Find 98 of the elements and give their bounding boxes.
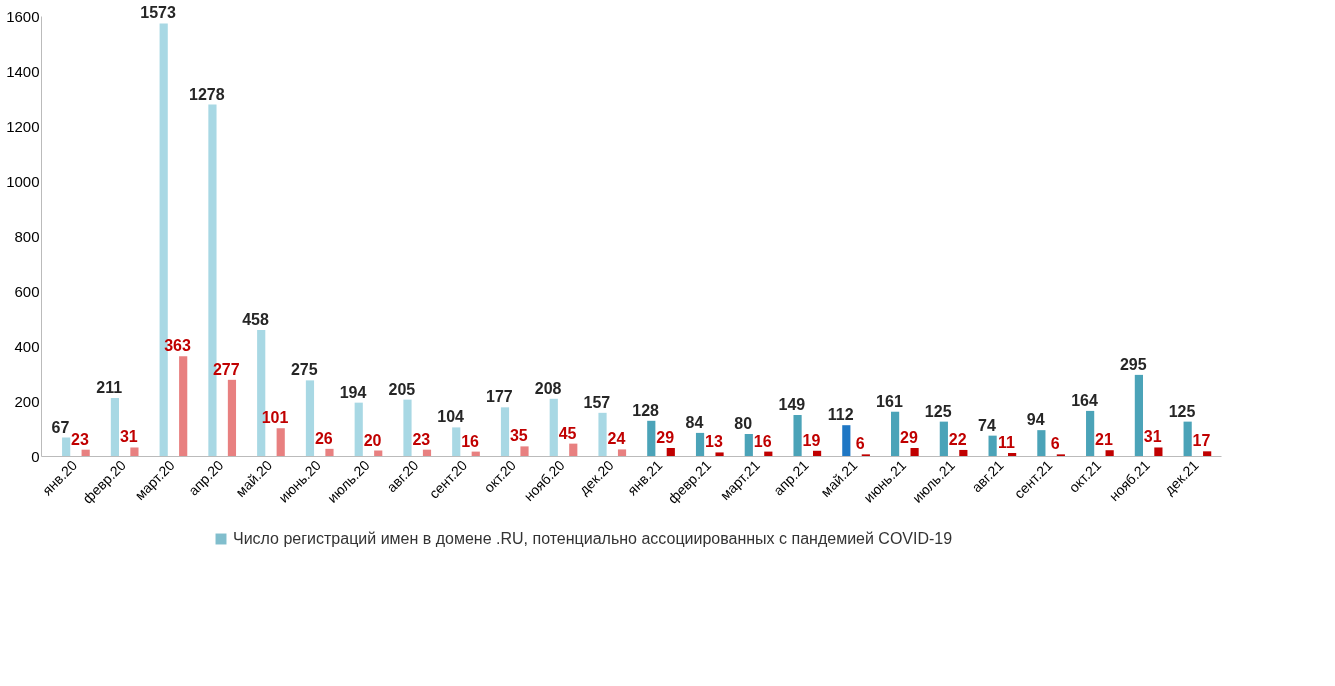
y-tick-label: 0 [31,447,40,465]
data-label: 164 [1071,391,1098,409]
data-label: 128 [632,401,660,419]
y-tick-label: 1200 [6,117,40,135]
y-tick-label: 600 [14,282,40,300]
data-label: 125 [924,402,952,420]
bar [793,415,802,456]
bar [452,427,461,456]
bar [500,407,510,456]
bar [812,450,822,456]
data-label: 177 [486,388,513,406]
bar [695,432,705,456]
y-tick-label: 400 [14,337,40,355]
bar [1086,410,1095,456]
bar [959,449,968,456]
bar [939,421,948,456]
bar [549,398,558,456]
bar [354,402,363,456]
data-label: 29 [656,429,675,447]
data-label: 84 [685,413,704,431]
data-label: 1573 [140,4,176,22]
data-label: 205 [388,380,416,398]
bar [227,379,237,456]
bar [403,399,412,456]
data-label: 31 [1143,428,1162,446]
data-label: 275 [290,361,318,379]
data-label: 277 [212,360,240,378]
data-label: 21 [1095,431,1113,449]
data-label: 295 [1119,355,1147,373]
bar [890,411,900,456]
data-label: 1278 [188,85,225,103]
data-label: 31 [119,428,138,446]
bar [1203,451,1212,456]
y-tick-label: 1000 [6,172,40,190]
bar [179,356,188,456]
bar [1008,452,1017,456]
bar [110,397,120,456]
y-tick-label: 800 [14,227,40,245]
bar [62,437,71,456]
bar [305,380,315,456]
bar [910,448,919,456]
bar [1037,430,1046,456]
data-label: 149 [778,396,806,414]
bar [744,434,753,456]
data-label: 74 [978,416,996,434]
bar [276,428,285,456]
bar [130,447,139,456]
bar [1134,374,1143,456]
bar [569,443,578,456]
data-label: 17 [1192,432,1211,450]
y-tick-label: 200 [14,392,40,410]
data-label: 67 [51,418,70,436]
bar [617,449,627,456]
data-label: 29 [900,429,918,447]
data-label: 26 [314,429,333,447]
data-label: 101 [261,409,289,427]
data-label: 23 [412,430,431,448]
bar [715,452,724,456]
data-label: 157 [583,393,611,411]
data-label: 6 [1050,435,1060,453]
data-label: 363 [164,337,191,355]
data-label: 80 [734,415,753,432]
data-label: 24 [607,430,626,448]
data-label: 112 [827,406,854,424]
data-label: 194 [339,383,367,401]
data-label: 104 [437,408,465,426]
y-tick-label: 1400 [6,62,40,80]
data-label: 94 [1026,411,1045,429]
data-label: 16 [753,432,772,450]
bar [422,449,432,456]
data-label: 211 [96,378,123,396]
data-label: 19 [802,431,821,449]
data-label: 161 [876,392,903,410]
bar [842,425,851,456]
bar [81,449,90,456]
data-label: 458 [242,311,269,329]
bar [1183,421,1192,456]
y-tick-label: 1600 [6,7,40,25]
data-label: 20 [363,431,382,449]
bar [1154,447,1163,456]
data-label: 23 [71,430,90,448]
data-label: 13 [704,433,723,451]
data-label: 35 [509,427,528,445]
data-label: 16 [461,432,480,450]
data-label: 22 [948,430,967,448]
data-label: 11 [997,433,1016,451]
bar [598,412,607,456]
bar [325,448,334,456]
bar [988,435,997,456]
data-label: 45 [558,424,577,442]
data-label: 208 [534,379,562,397]
data-label: 125 [1168,402,1196,420]
bar [520,446,529,456]
legend-label: Число регистраций имен в домене .RU, потенциально ассоциированных с пандемией COVID-19 [233,530,953,547]
bar [1105,450,1114,456]
data-label: 6 [855,435,865,453]
bar [647,420,656,456]
bar [666,448,675,456]
